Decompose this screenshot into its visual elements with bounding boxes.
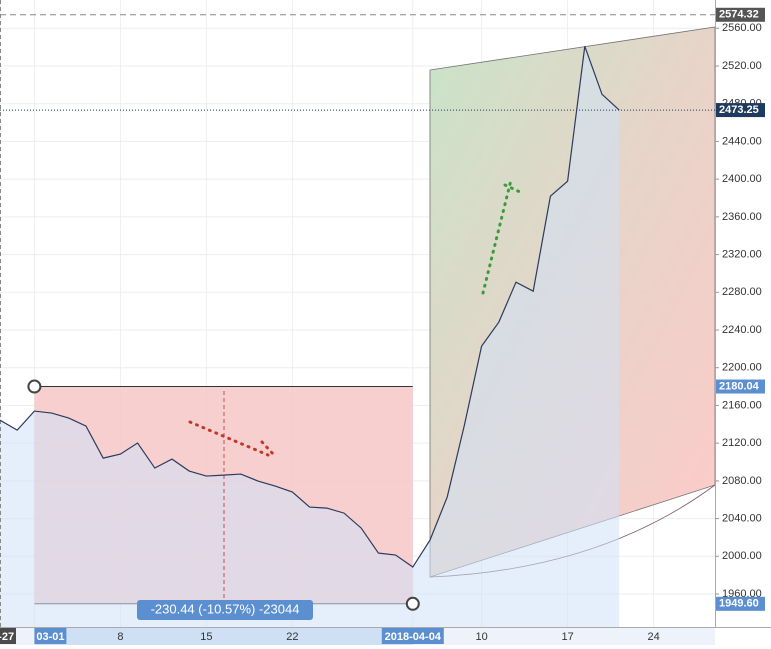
red-trend-dots xyxy=(188,420,270,457)
x-tick-label: 8 xyxy=(117,631,123,643)
x-label-box xyxy=(381,628,444,644)
price-marker-box xyxy=(716,379,765,394)
y-tick-label: 2440.00 xyxy=(722,135,762,147)
y-tick-label: 2000.00 xyxy=(722,550,762,562)
y-tick-label: 2240.00 xyxy=(722,324,762,336)
x-tick-label: 22 xyxy=(286,631,298,643)
price-area xyxy=(0,46,620,627)
y-tick-label: 2320.00 xyxy=(722,248,762,260)
price-marker-label: 2180.04 xyxy=(719,380,760,392)
x-range-band xyxy=(35,627,413,645)
y-tick-label: 2400.00 xyxy=(722,173,762,185)
y-tick-label: 2360.00 xyxy=(722,211,762,223)
y-tick-label: 2280.00 xyxy=(722,286,762,298)
x-tick-label: 15 xyxy=(200,631,212,643)
y-tick-label: 2200.00 xyxy=(722,362,762,374)
price-marker-box xyxy=(716,103,765,118)
y-tick-label: 2120.00 xyxy=(722,437,762,449)
range-label: -230.44 (-10.57%) -23044 xyxy=(151,601,300,616)
price-marker-box xyxy=(716,596,765,611)
range-handle xyxy=(27,379,42,394)
y-tick-label: 2160.00 xyxy=(722,399,762,411)
price-marker-label: 2473.25 xyxy=(719,104,759,116)
price-marker-label: 2574.32 xyxy=(719,9,759,21)
y-tick-label: 2520.00 xyxy=(722,60,762,72)
y-tick-label: 2080.00 xyxy=(722,475,762,487)
x-tick-label: 2018-04-04 xyxy=(385,631,442,643)
x-tick-label: 02-27 xyxy=(0,631,14,643)
x-tick-label: 24 xyxy=(647,631,659,643)
y-tick-label: 2560.00 xyxy=(722,22,762,34)
price-marker-label: 1949.60 xyxy=(719,598,759,610)
range-label-box xyxy=(137,600,313,620)
y-tick-label: 2040.00 xyxy=(722,512,762,524)
green-trend-dots xyxy=(481,178,513,295)
price-marker-box xyxy=(716,7,765,22)
red-trend-dots xyxy=(260,440,276,457)
green-trend-dots xyxy=(503,183,522,194)
range-handle xyxy=(405,596,420,611)
x-label-box xyxy=(0,628,16,644)
x-tick-label: 17 xyxy=(561,631,573,643)
price-line xyxy=(0,46,620,568)
x-tick-label: 03-01 xyxy=(36,631,64,643)
x-label-box xyxy=(34,628,67,644)
x-tick-label: 10 xyxy=(475,631,487,643)
